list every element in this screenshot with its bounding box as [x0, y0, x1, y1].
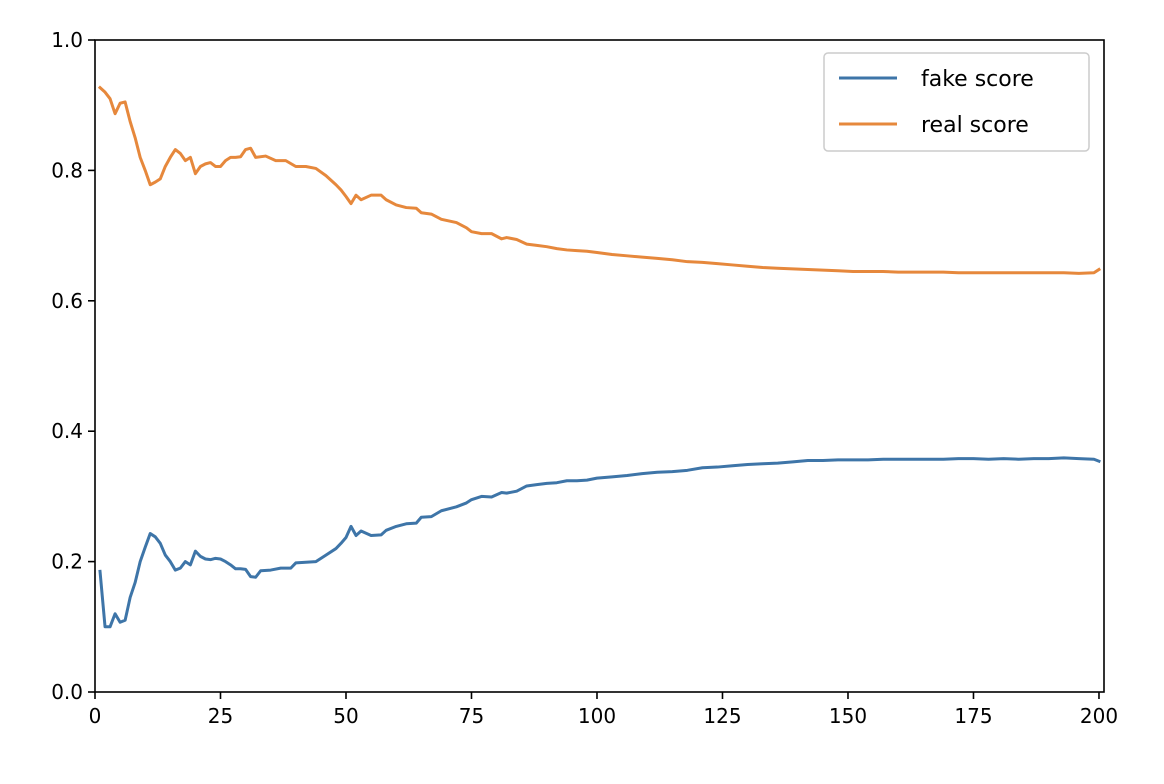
- series-line-real-score: [97, 85, 1102, 275]
- series-layer: [97, 85, 1102, 629]
- x-tick-label: 75: [459, 704, 484, 728]
- axes-frame: [94, 39, 1105, 693]
- y-tick-label: 0.0: [51, 680, 83, 704]
- legend-label: real score: [921, 113, 1029, 138]
- x-tick-label: 0: [89, 704, 102, 728]
- axes-layer: 0 25 50 75 100 125 150 175 200 0.0 0.2 0.4 0.6 0.8 1.0: [51, 28, 1118, 728]
- y-tick-label: 0.6: [51, 289, 83, 313]
- y-tick-label: 0.8: [51, 158, 83, 182]
- y-tick-label: 0.4: [51, 419, 83, 443]
- x-tick-label: 125: [703, 704, 741, 728]
- x-tick-label: 25: [208, 704, 233, 728]
- x-tick-label: 175: [954, 704, 992, 728]
- legend: fake score real score: [823, 52, 1090, 152]
- x-tick-label: 150: [829, 704, 867, 728]
- x-tick-label: 50: [333, 704, 358, 728]
- x-tick-label: 100: [578, 704, 616, 728]
- series-line-fake-score: [98, 456, 1101, 629]
- y-tick-label: 1.0: [51, 28, 83, 52]
- legend-label: fake score: [921, 67, 1034, 92]
- x-tick-label: 200: [1080, 704, 1118, 728]
- y-tick-label: 0.2: [51, 550, 83, 574]
